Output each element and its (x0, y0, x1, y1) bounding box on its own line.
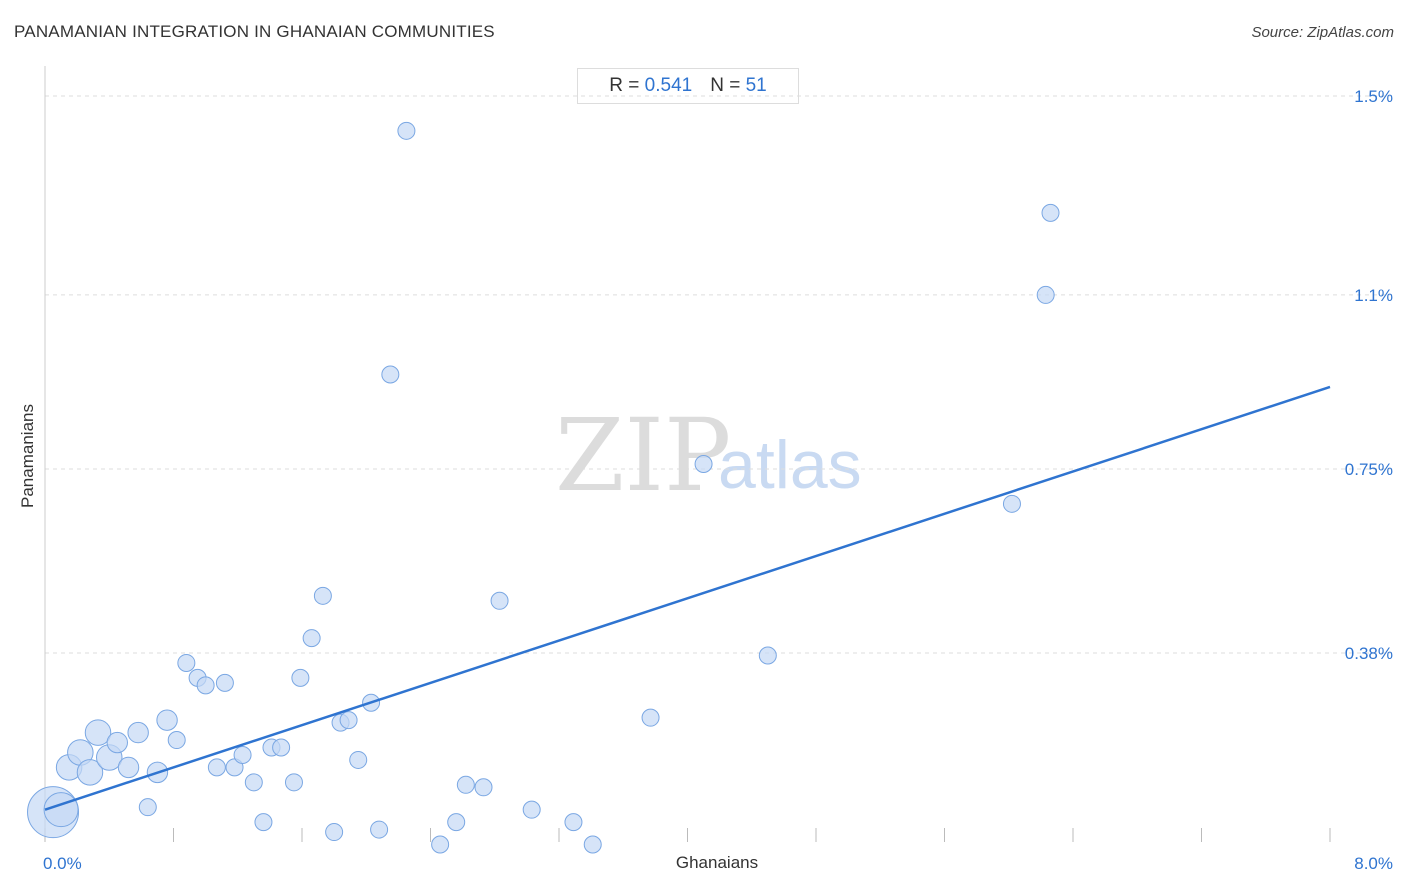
data-point (641, 708, 660, 727)
data-point (758, 646, 777, 665)
data-point (431, 835, 450, 854)
r-value: 0.541 (644, 75, 693, 96)
data-point (694, 455, 713, 474)
r-stat: R = 0.541 (609, 75, 692, 97)
data-point (196, 676, 215, 695)
data-point (127, 721, 149, 744)
chart-title: PANAMANIAN INTEGRATION IN GHANAIAN COMMU… (14, 22, 495, 41)
y-tick-label: 0.75% (1345, 460, 1393, 479)
data-point (76, 759, 104, 786)
data-point (349, 750, 368, 769)
source-label: Source: ZipAtlas.com (1251, 24, 1394, 41)
data-point (325, 823, 344, 842)
watermark: ZIP atlas (555, 397, 862, 514)
data-point (156, 709, 178, 731)
y-tick-label: 0.38% (1345, 644, 1393, 663)
data-point (370, 820, 389, 839)
data-point (583, 835, 602, 854)
data-point (43, 792, 79, 828)
n-value: 51 (745, 75, 767, 96)
data-point (138, 798, 157, 817)
data-point (215, 673, 234, 692)
data-point (244, 773, 263, 792)
data-point (313, 586, 332, 605)
data-point (302, 629, 321, 648)
trendline-group (44, 385, 1331, 811)
data-point (272, 738, 291, 757)
data-point (167, 731, 186, 750)
r-label: R = (609, 75, 640, 96)
n-stat: N = 51 (710, 75, 767, 97)
x-tick-label: 8.0% (1354, 854, 1393, 873)
tick-labels: 0.38% 0.75% 1.1% 1.5% 0.0% 8.0% (43, 87, 1393, 873)
data-point (284, 773, 303, 792)
data-point (490, 591, 509, 610)
data-point (1036, 285, 1055, 304)
data-point (233, 745, 252, 764)
data-point (522, 800, 541, 819)
data-point (207, 758, 226, 777)
x-tick-label: 0.0% (43, 854, 82, 873)
data-point (254, 813, 273, 832)
data-points (27, 121, 1060, 854)
data-point (456, 775, 475, 794)
data-point (84, 719, 112, 746)
stats-box: R = 0.541 N = 51 (577, 68, 799, 104)
data-point (1002, 494, 1021, 513)
watermark-atlas: atlas (718, 427, 862, 503)
data-point (177, 653, 196, 672)
grid-lines (45, 95, 1392, 654)
data-point (339, 711, 358, 730)
data-point (1041, 203, 1060, 222)
y-tick-label: 1.1% (1354, 286, 1393, 305)
x-axis-label: Ghanaians (675, 853, 759, 872)
n-label: N = (710, 75, 741, 96)
data-point (106, 731, 128, 754)
y-tick-label: 1.5% (1354, 87, 1393, 106)
data-point (474, 778, 493, 797)
data-point (447, 813, 466, 832)
data-point (117, 756, 140, 779)
data-point (291, 668, 310, 687)
data-point (397, 121, 416, 140)
trendline (44, 385, 1331, 811)
data-point (381, 365, 400, 384)
data-point (564, 813, 583, 832)
